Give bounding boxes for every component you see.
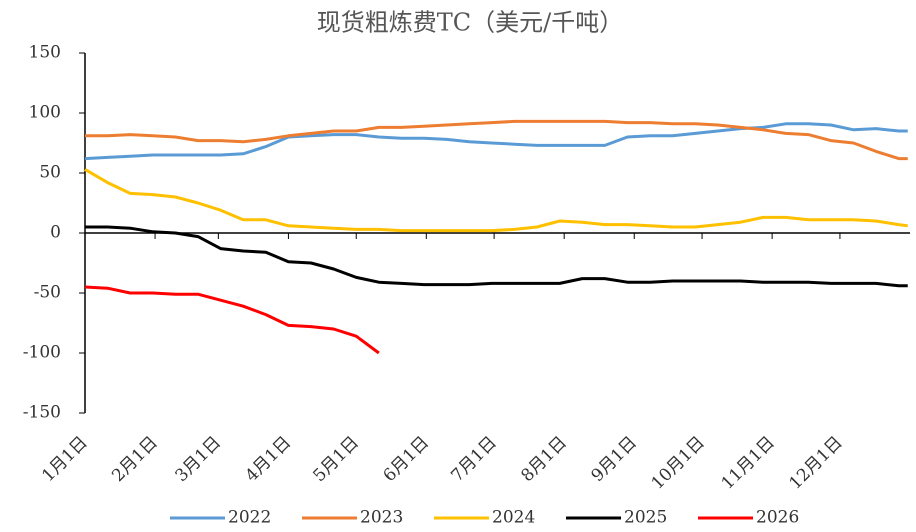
x-tick-label: 6月1日 (380, 433, 433, 486)
y-tick-label: 100 (29, 103, 61, 123)
legend-label: 2024 (492, 508, 535, 528)
x-tick-label: 4月1日 (242, 433, 295, 486)
legend-label: 2022 (228, 508, 271, 528)
series-line (85, 225, 908, 288)
series-line (84, 122, 908, 161)
y-tick-label: 150 (29, 43, 61, 63)
x-tick-label: 12月1日 (786, 433, 847, 494)
x-tick-label: 9月1日 (587, 433, 640, 486)
y-tick-label: 50 (39, 163, 61, 183)
x-tick-label: 8月1日 (517, 433, 570, 486)
x-tick-label: 3月1日 (172, 433, 225, 486)
y-tick-label: 0 (50, 223, 61, 243)
legend-label: 2026 (756, 508, 799, 528)
x-tick-label: 7月1日 (447, 433, 500, 486)
series-line (84, 285, 380, 355)
series-line (84, 168, 908, 233)
y-tick-label: -50 (34, 283, 61, 303)
x-tick-label: 1月1日 (38, 433, 91, 486)
legend-label: 2025 (624, 508, 667, 528)
y-tick-label: -100 (23, 343, 61, 363)
x-tick-label: 5月1日 (309, 433, 362, 486)
x-tick-label: 2月1日 (108, 433, 161, 486)
series-line (85, 119, 908, 161)
legend-label: 2023 (360, 508, 403, 528)
x-tick-label: 11月1日 (718, 433, 779, 494)
x-tick-label: 10月1日 (648, 433, 709, 494)
y-tick-label: -150 (23, 403, 61, 423)
chart-title: 现货粗炼费TC（美元/千吨） (317, 9, 623, 37)
